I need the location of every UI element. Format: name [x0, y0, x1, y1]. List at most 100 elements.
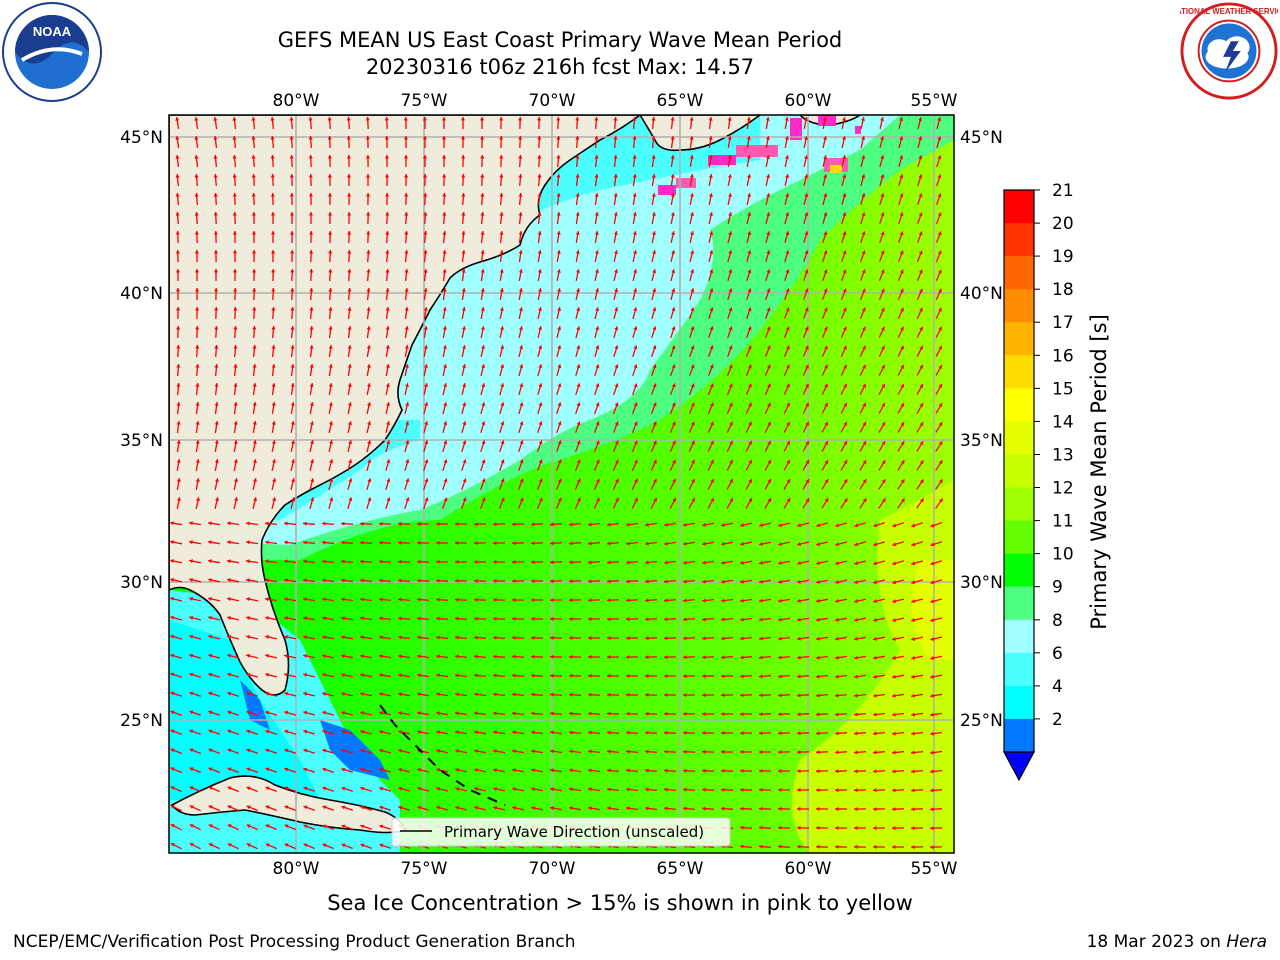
wave-arrow-head [500, 345, 505, 349]
wave-arrow-head [797, 598, 801, 603]
wave-arrow-head [417, 786, 422, 791]
wave-arrow-head [538, 326, 543, 330]
wave-arrow-head [557, 440, 562, 445]
wave-arrow-head [740, 768, 744, 773]
direction-legend: Primary Wave Direction (unscaled) [391, 817, 731, 847]
wave-arrow-head [938, 326, 942, 331]
wave-arrow-head [588, 787, 592, 792]
colorbar-tick-label: 12 [1052, 479, 1074, 499]
wave-arrow-head [303, 616, 307, 621]
wave-arrow-head [480, 174, 485, 178]
wave-arrow-head [189, 634, 194, 639]
wave-arrow-head [918, 212, 923, 217]
wave-arrow-head [651, 136, 656, 140]
wave-arrow-head [379, 673, 383, 678]
wave-arrow-head [208, 615, 212, 620]
wave-arrow-head [721, 730, 725, 736]
wave-arrow-head [341, 786, 346, 791]
wave-arrow-head [805, 402, 809, 407]
wave-arrow-head [690, 383, 695, 388]
wave-arrow-head [481, 364, 486, 369]
wave-arrow-head [550, 541, 554, 546]
colorbar-segment [1004, 520, 1034, 555]
wave-arrow-head [633, 307, 638, 312]
wave-arrow-head [721, 541, 725, 546]
wave-arrow-head [937, 117, 942, 122]
wave-arrow-head [455, 749, 459, 754]
wave-arrow-head [880, 174, 885, 179]
wave-arrow-head [899, 212, 904, 217]
wave-arrow-head [632, 155, 637, 159]
wave-arrow-head [512, 692, 516, 697]
wave-arrow-head [689, 155, 694, 159]
wave-arrow-head [588, 654, 592, 659]
wave-arrow-head [327, 136, 332, 140]
wave-arrow-head [341, 559, 345, 564]
wave-arrow-head [233, 326, 238, 330]
lon-label-bottom: 60°W [785, 859, 832, 879]
wave-arrow-head [842, 307, 847, 312]
wave-arrow-head [455, 786, 459, 791]
ocean-field-higher [912, 560, 954, 660]
wave-arrow-head [594, 193, 599, 197]
wave-arrow-head [778, 542, 782, 546]
footer-left: NCEP/EMC/Verification Post Processing Pr… [13, 932, 576, 952]
wave-arrow-head [588, 768, 592, 773]
wave-arrow-head [398, 635, 402, 640]
wave-arrow-head [538, 459, 543, 464]
map-area [169, 115, 954, 853]
wave-arrow-head [175, 231, 180, 235]
wave-arrow-head [671, 402, 676, 407]
wave-arrow-head [322, 597, 326, 602]
wave-arrow-head [195, 497, 200, 501]
wave-arrow-head [214, 402, 219, 406]
wave-arrow-head [614, 402, 619, 407]
wave-arrow-head [873, 674, 877, 679]
wave-arrow-head [721, 522, 725, 527]
wave-arrow-head [366, 212, 371, 216]
wave-arrow-head [265, 559, 269, 564]
wave-arrow-head [786, 460, 790, 464]
wave-arrow-head [938, 479, 943, 484]
wave-arrow-head [930, 788, 934, 793]
wave-arrow-head [861, 269, 866, 274]
wave-arrow-head [702, 712, 706, 717]
wave-arrow-head [702, 749, 706, 754]
wave-arrow-head [683, 522, 687, 527]
wave-arrow-head [633, 364, 638, 369]
wave-arrow-head [672, 459, 676, 464]
lat-label-right: 25°N [960, 711, 1003, 731]
wave-arrow-head [746, 174, 751, 178]
wave-arrow-head [759, 523, 763, 527]
wave-arrow-head [607, 711, 611, 716]
wave-arrow-head [835, 636, 839, 641]
wave-arrow-head [309, 307, 314, 311]
wave-arrow-head [348, 421, 352, 425]
wave-arrow-head [265, 691, 270, 696]
wave-arrow-head [594, 174, 599, 178]
wave-arrow-head [227, 767, 232, 772]
wave-arrow-head [930, 580, 935, 585]
wave-arrow-head [309, 421, 314, 425]
wave-arrow-head [398, 786, 403, 791]
wave-arrow-head [816, 617, 820, 622]
wave-arrow-head [443, 421, 448, 426]
wave-arrow-head [918, 231, 923, 236]
wave-arrow-head [227, 824, 232, 828]
wave-arrow-head [379, 616, 383, 621]
wave-arrow-head [208, 597, 212, 601]
wave-arrow-head [284, 654, 288, 658]
wave-arrow-head [595, 364, 600, 369]
wave-arrow-head [441, 117, 446, 121]
wave-arrow-head [930, 561, 935, 566]
wave-arrow-head [729, 402, 733, 407]
wave-arrow-head [310, 459, 315, 463]
wave-arrow-head [493, 578, 497, 583]
wave-arrow-head [785, 326, 790, 331]
wave-arrow-head [804, 155, 808, 159]
wave-arrow-head [727, 136, 732, 140]
wave-arrow-head [290, 364, 295, 368]
wave-arrow-head [664, 636, 668, 641]
wave-arrow-head [651, 193, 656, 197]
wave-arrow-head [322, 616, 326, 621]
